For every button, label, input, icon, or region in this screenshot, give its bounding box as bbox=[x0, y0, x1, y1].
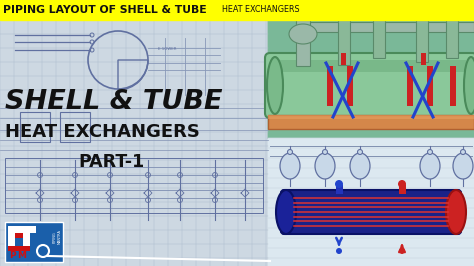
Bar bbox=[341, 53, 346, 65]
Bar bbox=[8, 226, 36, 233]
Ellipse shape bbox=[446, 190, 466, 234]
Bar bbox=[268, 138, 474, 266]
Bar bbox=[15, 233, 23, 238]
Bar bbox=[268, 20, 474, 138]
Bar bbox=[421, 53, 426, 65]
Bar bbox=[347, 66, 353, 106]
Ellipse shape bbox=[336, 248, 342, 254]
Ellipse shape bbox=[464, 57, 474, 114]
Ellipse shape bbox=[350, 153, 370, 179]
Bar bbox=[20, 112, 50, 142]
Bar bbox=[416, 20, 428, 62]
Text: SHELL & TUBE: SHELL & TUBE bbox=[5, 89, 222, 115]
Bar bbox=[276, 60, 466, 72]
Text: M: M bbox=[17, 251, 26, 260]
Text: PIPING LAYOUT OF SHELL & TUBE: PIPING LAYOUT OF SHELL & TUBE bbox=[3, 5, 207, 15]
Bar bbox=[268, 115, 474, 129]
Bar bbox=[8, 226, 15, 246]
Text: E 1OWER: E 1OWER bbox=[158, 47, 176, 51]
FancyBboxPatch shape bbox=[281, 190, 461, 234]
Ellipse shape bbox=[357, 149, 363, 155]
Ellipse shape bbox=[280, 153, 300, 179]
FancyBboxPatch shape bbox=[265, 53, 474, 118]
Ellipse shape bbox=[428, 149, 432, 155]
Text: P: P bbox=[9, 251, 16, 260]
Ellipse shape bbox=[289, 24, 317, 44]
Bar bbox=[373, 20, 385, 58]
Text: HEAT EXCHANGERS: HEAT EXCHANGERS bbox=[5, 123, 200, 141]
Ellipse shape bbox=[453, 153, 473, 179]
Bar bbox=[0, 0, 474, 20]
Ellipse shape bbox=[398, 180, 406, 188]
Bar bbox=[336, 185, 343, 194]
Bar bbox=[0, 20, 268, 266]
Bar bbox=[60, 112, 90, 142]
Bar bbox=[268, 20, 474, 138]
Bar bbox=[23, 233, 30, 246]
Ellipse shape bbox=[461, 149, 465, 155]
Ellipse shape bbox=[276, 190, 296, 234]
Bar bbox=[399, 185, 406, 194]
Bar bbox=[446, 20, 458, 58]
Ellipse shape bbox=[322, 149, 328, 155]
Bar bbox=[338, 20, 350, 65]
Ellipse shape bbox=[399, 248, 405, 254]
Bar bbox=[8, 246, 30, 251]
Bar bbox=[427, 66, 433, 106]
Ellipse shape bbox=[315, 153, 335, 179]
Text: PIPING
MANTRA: PIPING MANTRA bbox=[53, 230, 61, 244]
Ellipse shape bbox=[420, 153, 440, 179]
Bar bbox=[407, 66, 413, 106]
Ellipse shape bbox=[288, 149, 292, 155]
Bar bbox=[296, 22, 474, 32]
Bar bbox=[296, 20, 310, 66]
Bar bbox=[5, 158, 263, 213]
Bar bbox=[327, 66, 333, 106]
Bar bbox=[450, 66, 456, 106]
Bar bbox=[5, 222, 63, 262]
Ellipse shape bbox=[267, 57, 283, 114]
Text: HEAT EXCHANGERS: HEAT EXCHANGERS bbox=[222, 6, 300, 15]
Ellipse shape bbox=[335, 180, 343, 188]
Text: PART-1: PART-1 bbox=[78, 153, 144, 171]
Bar bbox=[268, 115, 474, 119]
